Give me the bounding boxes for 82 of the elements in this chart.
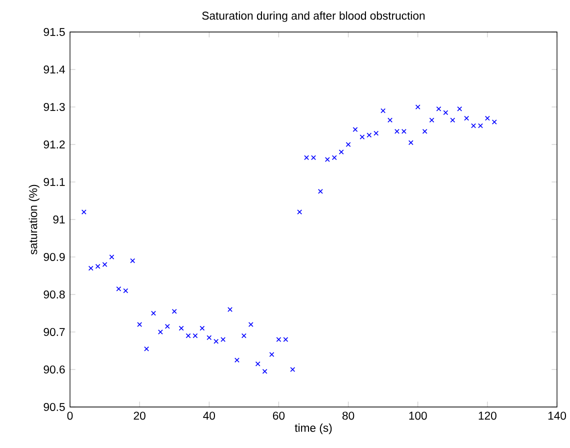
point (324, 157, 330, 162)
y-tick-label: 90.6 (44, 365, 65, 374)
point (415, 104, 420, 110)
point (269, 352, 274, 357)
point (332, 155, 337, 160)
point (116, 286, 122, 292)
point (394, 128, 400, 134)
point (464, 116, 470, 121)
point (164, 324, 170, 329)
point (429, 118, 434, 123)
point (102, 262, 108, 267)
point (255, 361, 260, 366)
point (366, 132, 372, 138)
point (422, 128, 428, 134)
point (408, 140, 414, 146)
point (276, 337, 282, 342)
x-tick-label: 120 (478, 412, 496, 420)
point (130, 258, 136, 264)
point (234, 358, 240, 363)
y-tick-label: 90.9 (44, 252, 65, 261)
point (450, 118, 456, 123)
x-tick-label: 60 (273, 412, 285, 420)
point (228, 307, 232, 312)
point (283, 337, 288, 342)
point (318, 188, 323, 194)
point (220, 337, 226, 342)
point (123, 288, 128, 294)
point (95, 264, 100, 269)
point (484, 116, 490, 121)
y-tick-label: 90.5 (44, 402, 65, 411)
y-tick-label: 91.5 (44, 28, 65, 36)
x-tick-label: 80 (342, 412, 354, 420)
point (144, 346, 150, 352)
point (304, 155, 310, 160)
y-tick-label: 91.4 (44, 65, 65, 74)
point (151, 310, 156, 316)
x-tick-label: 100 (409, 412, 427, 420)
point (186, 333, 191, 338)
x-tick-label: 20 (134, 412, 146, 420)
point (380, 108, 386, 114)
point (200, 326, 205, 331)
point (248, 322, 254, 327)
x-axis-title: time (s) (294, 424, 332, 434)
point (109, 254, 114, 260)
y-axis-title: saturation (%) (28, 184, 40, 254)
point (214, 338, 219, 344)
point (81, 210, 86, 214)
point (192, 333, 198, 338)
point (436, 106, 442, 112)
point (478, 123, 483, 128)
y-tick-label: 91.3 (44, 102, 65, 111)
point (262, 368, 268, 374)
point (241, 333, 246, 338)
y-tick-label: 91 (53, 215, 65, 224)
point (492, 120, 497, 124)
point (88, 266, 94, 271)
point (137, 322, 142, 327)
x-tick-label: 140 (548, 412, 566, 420)
point (172, 308, 177, 314)
y-tick-label: 91.2 (44, 140, 65, 148)
point (338, 150, 344, 154)
point (471, 123, 476, 128)
point (388, 118, 393, 123)
x-tick-label: 40 (203, 412, 215, 420)
point (374, 130, 379, 136)
y-tick-label: 90.8 (44, 290, 65, 298)
point (297, 210, 302, 214)
chart-title: Saturation during and after blood obstruction (202, 11, 425, 22)
point (158, 330, 163, 334)
x-tick-label: 0 (67, 412, 73, 420)
point (401, 128, 406, 134)
point (290, 367, 296, 372)
point (311, 155, 316, 160)
point (178, 326, 184, 331)
point (360, 134, 365, 140)
y-tick-label: 91.1 (44, 178, 65, 186)
y-tick-label: 90.7 (44, 328, 65, 336)
point (443, 110, 448, 116)
point (352, 127, 358, 132)
point (206, 335, 212, 340)
point (457, 106, 462, 112)
point (346, 142, 351, 147)
